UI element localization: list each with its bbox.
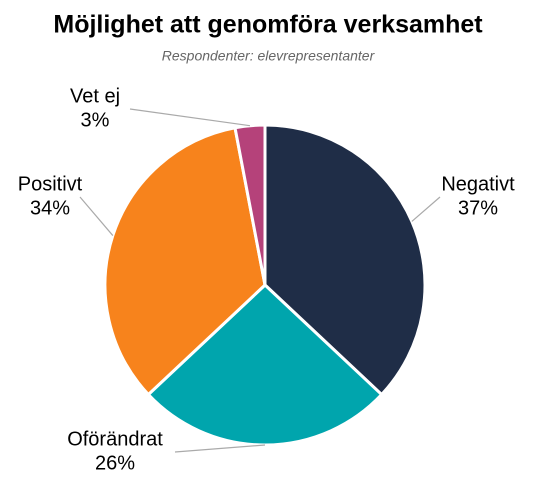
leader-line — [174, 444, 266, 453]
pie-slice — [146, 282, 384, 447]
slice-label: Positivt — [18, 173, 83, 195]
slice-label: Vet ej — [70, 85, 120, 107]
leader-line — [79, 196, 114, 236]
pie-slice — [103, 126, 267, 397]
slice-label: Negativt — [441, 173, 515, 195]
slice-value-label: 3% — [81, 109, 110, 131]
slice-value-label: 34% — [30, 197, 70, 219]
slice-value-label: 26% — [95, 452, 135, 474]
chart-title: Möjlighet att genomföra verksamhet — [53, 11, 483, 39]
leader-line — [411, 196, 441, 222]
slice-value-label: 37% — [458, 197, 498, 219]
chart-subtitle: Respondenter: elevrepresentanter — [162, 48, 376, 64]
leader-line — [129, 108, 251, 127]
slice-label: Oförändrat — [67, 428, 163, 450]
